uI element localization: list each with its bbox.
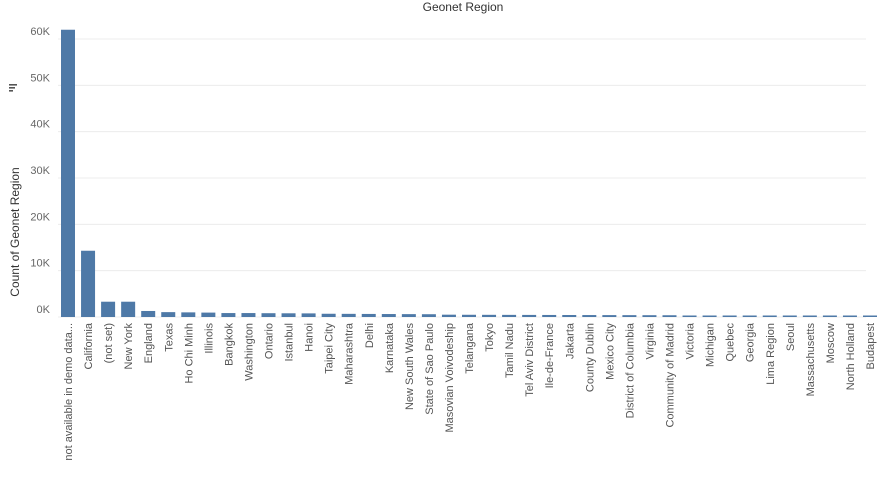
- x-category-label: New South Wales: [404, 323, 416, 411]
- bar-england[interactable]: [141, 310, 156, 317]
- x-category-label: Quebec: [725, 323, 737, 362]
- bar-taipei-city[interactable]: [321, 313, 336, 317]
- bar-tamil-nadu[interactable]: [502, 314, 517, 317]
- bar-delhi[interactable]: [361, 313, 376, 317]
- x-category-label: New York: [123, 323, 135, 370]
- x-category-label: not available in demo data...: [63, 323, 75, 461]
- bar-not-set[interactable]: [101, 301, 116, 317]
- chart-title: Geonet Region: [423, 0, 504, 14]
- y-tick-label: 50K: [30, 72, 50, 84]
- x-category-label: Masovian Voivodeship: [444, 323, 456, 432]
- y-tick-label: 30K: [30, 165, 50, 177]
- bar-texas[interactable]: [161, 312, 176, 317]
- bar-ontario[interactable]: [261, 313, 276, 317]
- bar-lima-region[interactable]: [762, 315, 777, 318]
- bar-moscow[interactable]: [822, 315, 837, 318]
- x-category-label: Victoria: [685, 322, 697, 359]
- bar-ho-chi-minh[interactable]: [181, 312, 196, 317]
- x-category-label: Jakarta: [564, 322, 576, 359]
- bar-jakarta[interactable]: [562, 315, 577, 317]
- bar-tel-aviv-district[interactable]: [522, 314, 537, 317]
- sort-descending-icon[interactable]: [9, 84, 17, 92]
- bar-community-of-madrid[interactable]: [662, 315, 677, 317]
- x-category-label: Texas: [163, 323, 175, 352]
- y-tick-label: 60K: [30, 26, 50, 38]
- x-category-label: Budapest: [865, 323, 877, 369]
- x-category-label: Washington: [243, 323, 255, 381]
- x-category-label: Georgia: [745, 322, 757, 362]
- x-category-label: Michigan: [705, 323, 717, 367]
- x-category-label: Tamil Nadu: [504, 323, 516, 378]
- bar-washington[interactable]: [241, 313, 256, 317]
- bar-georgia[interactable]: [742, 315, 757, 318]
- x-category-label: Telangana: [464, 322, 476, 374]
- x-category-label: Ontario: [264, 323, 276, 359]
- bar-tokyo[interactable]: [482, 314, 497, 317]
- bar-masovian-voivodeship[interactable]: [441, 314, 456, 317]
- x-category-label: Ile-de-France: [544, 323, 556, 388]
- bar-new-south-wales[interactable]: [401, 314, 416, 317]
- bar-state-of-sao-paulo[interactable]: [421, 314, 436, 317]
- bar-seoul[interactable]: [782, 315, 797, 318]
- bar-maharashtra[interactable]: [341, 313, 356, 317]
- x-category-label: Taipei City: [324, 323, 336, 374]
- bar-illinois[interactable]: [201, 312, 216, 317]
- x-category-label: Community of Madrid: [665, 323, 677, 428]
- x-category-label: Istanbul: [284, 323, 296, 362]
- y-axis-label: Count of Geonet Region: [8, 167, 22, 296]
- x-category-label: North Holland: [845, 323, 857, 390]
- x-category-label: Massachusetts: [805, 323, 817, 397]
- x-category-label: Delhi: [364, 323, 376, 348]
- bar-karnataka[interactable]: [381, 314, 396, 317]
- x-category-label: State of Sao Paulo: [424, 323, 436, 415]
- x-category-label: California: [83, 322, 95, 369]
- bar-michigan[interactable]: [702, 315, 717, 318]
- y-tick-label: 40K: [30, 119, 50, 131]
- x-category-label: County Dublin: [584, 323, 596, 392]
- x-category-label: Virginia: [644, 322, 656, 359]
- x-category-label: (not set): [103, 323, 115, 363]
- x-category-label: Illinois: [203, 323, 215, 354]
- x-category-label: Moscow: [825, 323, 837, 363]
- x-category-label: Ho Chi Minh: [183, 323, 195, 384]
- bar-bangkok[interactable]: [221, 313, 236, 317]
- bar-not-available-in-demo-data[interactable]: [61, 29, 75, 317]
- bar-hanoi[interactable]: [301, 313, 316, 317]
- bar-california[interactable]: [81, 250, 96, 317]
- bar-new-york[interactable]: [121, 301, 136, 317]
- bar-ile-de-france[interactable]: [542, 314, 557, 317]
- bar-istanbul[interactable]: [281, 313, 296, 317]
- x-category-label: Mexico City: [604, 323, 616, 380]
- x-category-label: Karnataka: [384, 322, 396, 373]
- x-category-label: Tel Aviv District: [524, 323, 536, 397]
- bar-district-of-columbia[interactable]: [622, 315, 637, 317]
- bar-quebec[interactable]: [722, 315, 737, 318]
- x-category-label: Seoul: [785, 323, 797, 351]
- x-category-label: District of Columbia: [624, 322, 636, 418]
- bar-north-holland[interactable]: [842, 315, 857, 318]
- x-category-label: Bangkok: [223, 323, 235, 366]
- x-category-label: Tokyo: [484, 323, 496, 352]
- y-tick-label: 20K: [30, 211, 50, 223]
- bar-virginia[interactable]: [642, 315, 657, 317]
- x-category-label: England: [143, 323, 155, 363]
- y-tick-label: 0K: [37, 304, 51, 316]
- x-category-label: Hanoi: [304, 323, 316, 352]
- bar-county-dublin[interactable]: [582, 315, 597, 317]
- bar-budapest[interactable]: [863, 315, 877, 318]
- bar-telangana[interactable]: [462, 314, 476, 317]
- bar-massachusetts[interactable]: [802, 315, 817, 318]
- bar-victoria[interactable]: [682, 315, 697, 318]
- x-category-label: Maharashtra: [344, 322, 356, 385]
- x-category-label: Lima Region: [765, 323, 777, 385]
- bar-mexico-city[interactable]: [602, 315, 617, 317]
- y-tick-label: 10K: [30, 258, 50, 270]
